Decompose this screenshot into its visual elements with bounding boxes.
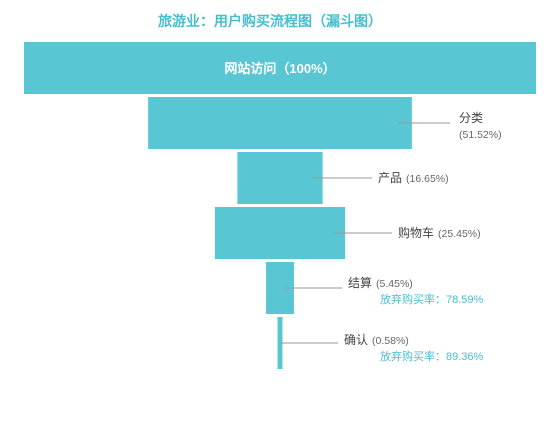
funnel-stage-label-5: 结算 bbox=[348, 275, 372, 290]
funnel-stage-percent-4: (25.45%) bbox=[438, 228, 481, 240]
funnel-bar-3 bbox=[237, 152, 323, 204]
funnel-stage-percent-3: (16.65%) bbox=[406, 173, 449, 185]
funnel-stage-label-4: 购物车 bbox=[398, 225, 434, 240]
chart-title: 旅游业：用户购买流程图（漏斗图） bbox=[158, 13, 382, 29]
funnel-stage-label-3: 产品 bbox=[378, 171, 402, 185]
funnel-stage-percent-2: (51.52%) bbox=[459, 129, 502, 141]
funnel-stage-label-6: 确认 bbox=[344, 333, 368, 347]
funnel-bar-4 bbox=[214, 207, 346, 259]
funnel-abandon-rate-5: 放弃购买率：78.59% bbox=[380, 292, 484, 306]
funnel-marks: 网站访问（100%） 分类 (51.52%) 产品 (16.65%) 购物车 (25.45%… bbox=[24, 42, 536, 369]
funnel-stage-label-2: 分类 bbox=[459, 111, 483, 125]
funnel-stage-percent-5: (5.45%) bbox=[376, 278, 413, 290]
funnel-bar-2 bbox=[148, 97, 412, 149]
funnel-bar-1 bbox=[24, 42, 536, 94]
funnel-bar-label-1: 网站访问（100%） bbox=[224, 61, 335, 76]
funnel-stage-percent-6: (0.58%) bbox=[372, 335, 409, 347]
funnel-abandon-rate-6: 放弃购买率：89.36% bbox=[380, 349, 484, 363]
